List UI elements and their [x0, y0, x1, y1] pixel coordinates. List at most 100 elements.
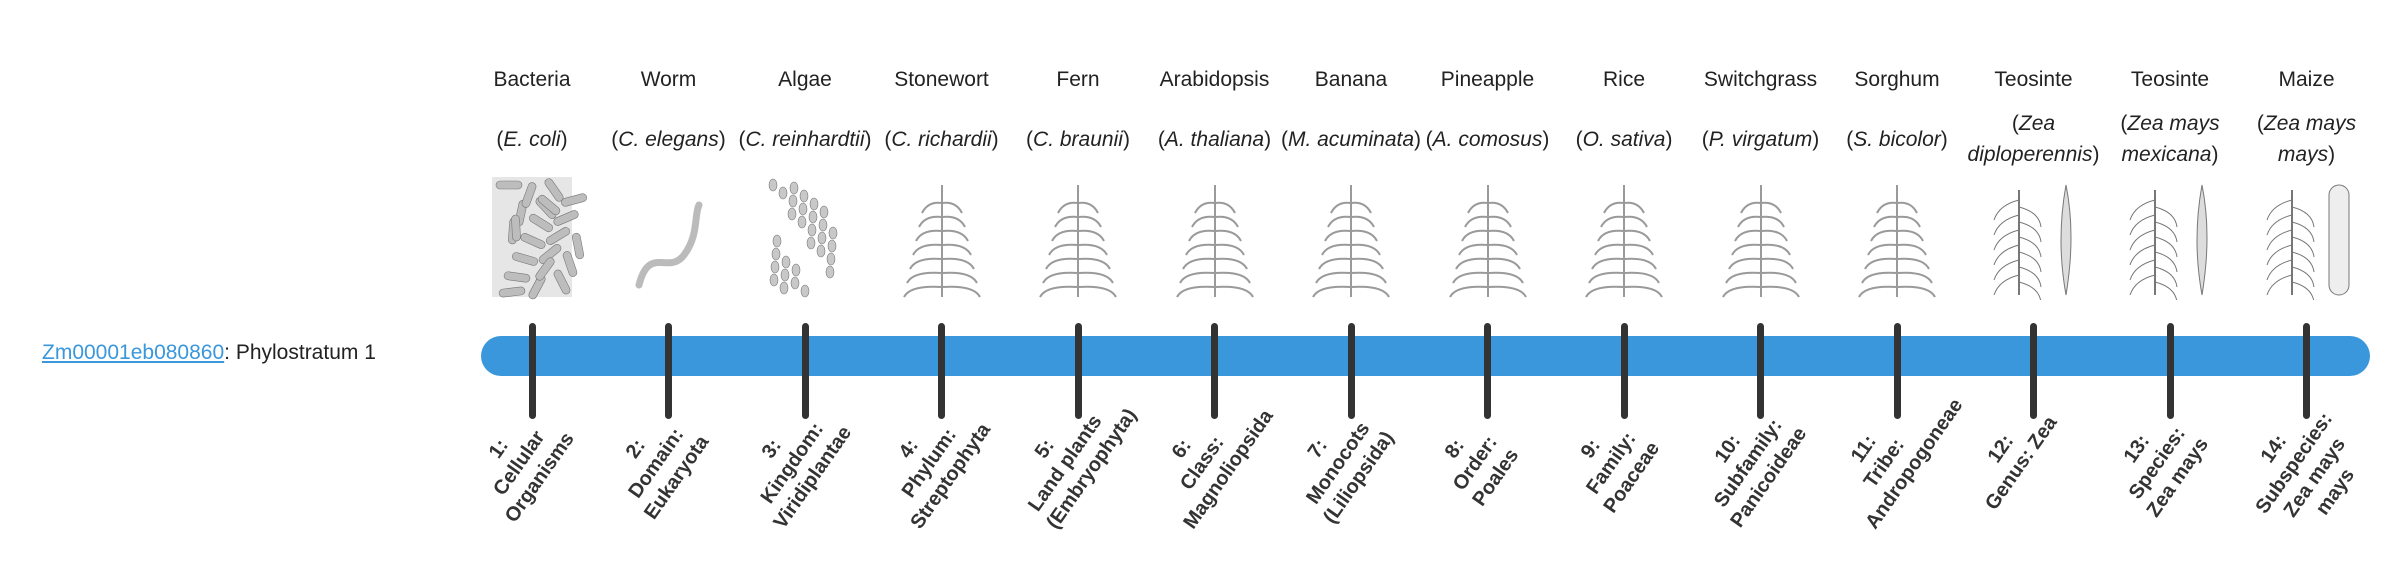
algae-icon — [768, 178, 838, 298]
stratum-tick — [528, 323, 536, 419]
species-name: O. sativa — [1582, 127, 1666, 151]
switchgrass-icon — [1721, 185, 1800, 298]
species-name: C. braunii — [1033, 127, 1123, 151]
species-name: Zea diploperennis — [1967, 112, 2093, 166]
organism-image — [745, 175, 865, 300]
stratum-tick — [1620, 323, 1628, 419]
organism-species: (C. elegans) — [611, 127, 726, 151]
stratum-label: 2: Domain: Eukaryota — [591, 393, 721, 534]
species-name: M. acuminata — [1287, 127, 1415, 151]
stratum-label: 10: Subfamily: Panicoideae — [1683, 393, 1813, 534]
stratum-label: 7: Monocots (Liliopsida) — [1274, 393, 1404, 534]
pineapple-icon — [1448, 185, 1527, 298]
bacteria-icon — [492, 177, 587, 300]
organism-common-name: Maize — [2278, 68, 2335, 91]
organism-image — [1837, 175, 1957, 300]
species-name: C. elegans — [618, 127, 719, 151]
species-name: C. richardii — [891, 127, 992, 151]
organism-common-name: Banana — [1314, 68, 1388, 91]
rice-icon — [1585, 185, 1663, 298]
organism-common-name: Teosinte — [1994, 68, 2073, 91]
organism-image — [1155, 175, 1275, 300]
organism-common-name: Worm — [640, 68, 697, 91]
stratum-label: 9: Family: Poaceae — [1547, 393, 1677, 534]
stratum-tick — [1347, 323, 1355, 419]
species-name: P. virgatum — [1708, 127, 1813, 151]
organism-species: (S. bicolor) — [1846, 127, 1948, 151]
organism-species: (Zea mays mexicana) — [2120, 112, 2220, 166]
organism-image — [1428, 175, 1548, 300]
organism-species: (C. richardii) — [884, 127, 999, 151]
phylostratum-text: : Phylostratum 1 — [224, 341, 376, 364]
organism-species: (O. sativa) — [1575, 127, 1673, 151]
stratum-tick — [1757, 323, 1764, 419]
stratum-tick — [801, 323, 809, 419]
species-name: A. thaliana — [1164, 127, 1265, 151]
stratum-taxon: Subspecies: Zea mays mays — [2251, 408, 2359, 522]
stratum-label: 11: Tribe: Andropogoneae — [1820, 393, 1967, 534]
organism-common-name: Sorghum — [1854, 68, 1940, 91]
organism-species: (M. acuminata) — [1280, 127, 1422, 151]
organism-species: (Zea diploperennis) — [1967, 112, 2100, 166]
organism-common-name: Rice — [1602, 68, 1645, 91]
organism-common-name: Pineapple — [1440, 68, 1535, 91]
stratum-label: 5: Land plants (Embryophyta) — [1001, 393, 1141, 534]
maize-icon — [2266, 184, 2349, 303]
stonewort-icon — [902, 185, 981, 298]
species-name: S. bicolor — [1853, 127, 1941, 151]
stratum-tick — [2166, 323, 2174, 419]
banana-icon — [1312, 185, 1390, 298]
organism-species: (C. braunii) — [1026, 127, 1130, 151]
organism-common-name: Switchgrass — [1703, 68, 1818, 91]
stratum-tick — [938, 323, 945, 419]
organism-common-name: Fern — [1056, 68, 1100, 91]
stratum-tick — [1074, 323, 1082, 419]
organism-image — [2247, 175, 2367, 303]
organism-image — [609, 175, 729, 300]
organism-image — [1291, 175, 1411, 300]
stratum-label: 4: Phylum: Streptophyta — [864, 393, 994, 534]
species-name: Zea mays mexicana — [2121, 112, 2220, 166]
species-name: A. comosus — [1432, 127, 1543, 151]
organism-image — [472, 175, 592, 300]
species-name: E. coli — [503, 127, 561, 151]
organism-common-name: Arabidopsis — [1159, 68, 1270, 91]
stratum-label: 6: Class: Magnoliopsida — [1137, 393, 1277, 534]
sorghum-icon — [1858, 185, 1936, 298]
teosinte-icon — [1993, 184, 2071, 303]
stratum-tick — [1484, 323, 1491, 419]
phylostratum-bar — [481, 336, 2370, 376]
organism-common-name: Bacteria — [493, 68, 571, 91]
stratum-tick — [1893, 323, 1901, 419]
organism-common-name: Stonewort — [894, 68, 989, 91]
stratum-tick — [665, 323, 672, 419]
organism-species: (E. coli) — [496, 127, 568, 151]
stratum-tick — [1211, 323, 1218, 419]
gene-id-link[interactable]: Zm00001eb080860 — [42, 341, 225, 364]
organism-species: (A. comosus) — [1425, 127, 1550, 151]
organism-image — [1701, 175, 1821, 300]
stratum-label: 1: Cellular Organisms — [455, 393, 585, 534]
organism-common-name: Teosinte — [2130, 68, 2210, 91]
organism-image — [882, 175, 1002, 300]
species-name: Zea mays mays — [2263, 112, 2357, 166]
arabidopsis-icon — [1175, 185, 1254, 298]
organism-species: (C. reinhardtii) — [738, 127, 872, 151]
organism-common-name: Algae — [778, 68, 832, 91]
stratum-tick — [2030, 323, 2037, 419]
organism-species: (Zea mays mays) — [2256, 112, 2357, 166]
teosinte-icon — [2129, 184, 2208, 303]
organism-image — [2110, 175, 2230, 303]
organism-image — [1974, 175, 2094, 303]
stratum-label: 12: Genus: Zea — [1956, 393, 2066, 520]
stratum-tick — [2303, 323, 2310, 419]
stratum-label: 14: Subspecies: Zea mays mays — [2229, 393, 2380, 549]
fern-icon — [1039, 185, 1117, 298]
organism-image — [1018, 175, 1138, 300]
worm-icon — [635, 201, 702, 289]
organism-species: (P. virgatum) — [1701, 127, 1820, 151]
stratum-label: 8: Order: Poales — [1410, 393, 1540, 534]
organism-species: (A. thaliana) — [1157, 127, 1272, 151]
gene-label: Zm00001eb080860: Phylostratum 1 — [42, 341, 376, 365]
